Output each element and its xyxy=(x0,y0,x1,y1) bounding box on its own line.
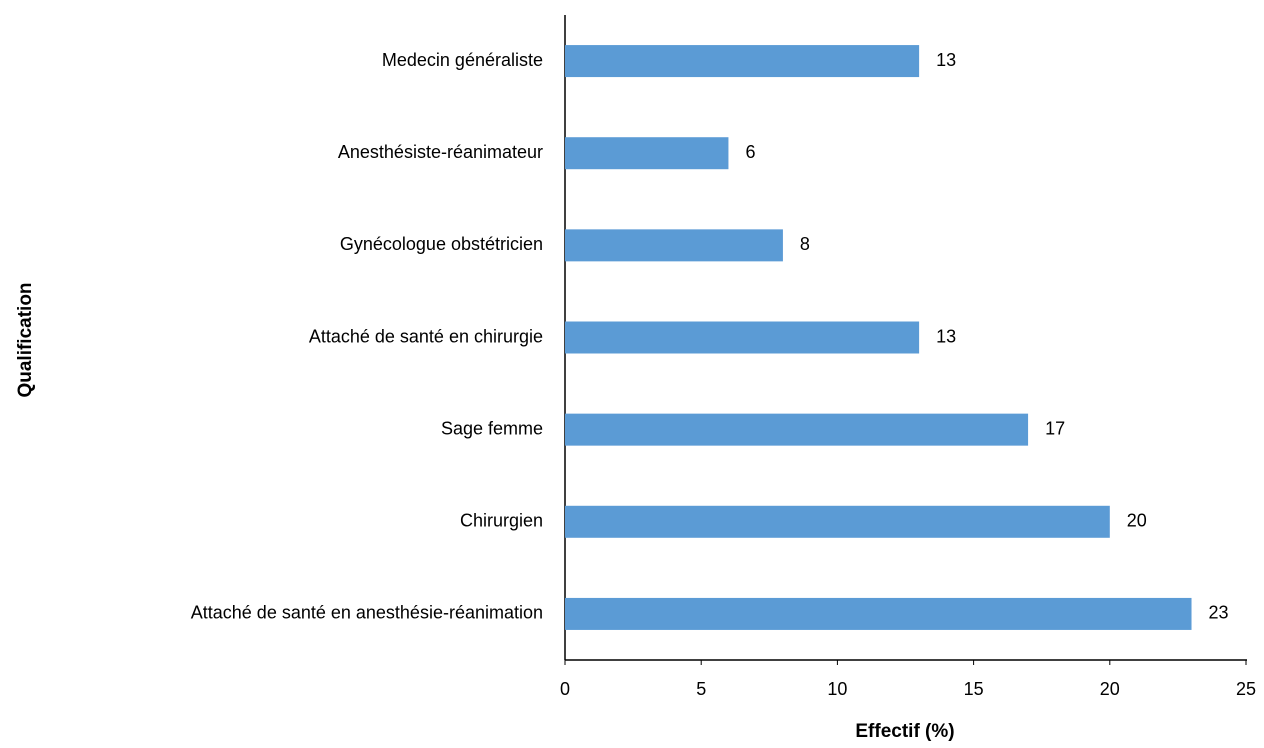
y-tick-label: Attaché de santé en chirurgie xyxy=(309,326,543,346)
bar xyxy=(565,597,1192,630)
y-tick-label: Sage femme xyxy=(441,418,543,438)
y-tick-label: Medecin généraliste xyxy=(382,50,543,70)
y-tick-label: Gynécologue obstétricien xyxy=(340,234,543,254)
bar xyxy=(565,45,920,78)
data-label: 13 xyxy=(936,326,956,346)
data-label: 13 xyxy=(936,50,956,70)
x-axis-label: Effectif (%) xyxy=(855,721,954,742)
y-tick-label: Anesthésiste-réanimateur xyxy=(338,142,543,162)
x-tick-label: 5 xyxy=(696,679,706,699)
y-tick-label: Chirurgien xyxy=(460,511,543,531)
bar xyxy=(565,229,783,262)
data-label: 8 xyxy=(800,234,810,254)
y-axis-label: Qualification xyxy=(15,282,36,397)
data-label: 6 xyxy=(745,142,755,162)
data-label: 23 xyxy=(1209,603,1229,623)
bar xyxy=(565,321,920,354)
x-tick-label: 10 xyxy=(827,679,847,699)
data-label: 17 xyxy=(1045,418,1065,438)
x-tick-label: 20 xyxy=(1100,679,1120,699)
bar xyxy=(565,505,1110,538)
x-tick-label: 15 xyxy=(964,679,984,699)
x-tick-label: 25 xyxy=(1236,679,1256,699)
y-tick-label: Attaché de santé en anesthésie-réanimati… xyxy=(191,603,543,623)
bar xyxy=(565,413,1029,446)
data-label: 20 xyxy=(1127,511,1147,531)
bar xyxy=(565,137,729,170)
x-tick-label: 0 xyxy=(560,679,570,699)
